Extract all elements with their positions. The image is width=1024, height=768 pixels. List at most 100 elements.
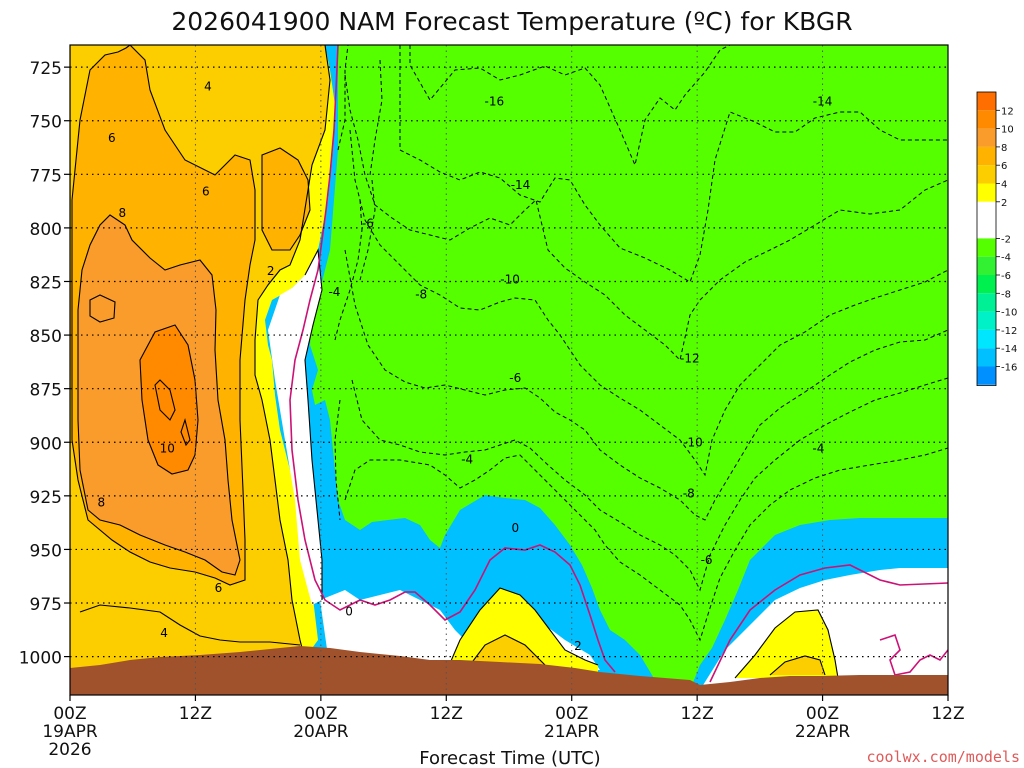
colorbar-label: 6 [1001, 161, 1007, 172]
x-axis-title: Forecast Time (UTC) [419, 748, 600, 768]
colorbar-bin [977, 329, 996, 349]
colorbar-label: -10 [1001, 308, 1017, 319]
fill-8-to-10-patch [90, 295, 115, 322]
contour-label: 6 [215, 581, 223, 595]
colorbar-bin [977, 165, 996, 184]
fill-minus2-to-minus4 [310, 45, 948, 690]
contour-label: -4 [461, 452, 473, 466]
contour-label: 4 [160, 626, 168, 640]
colorbar-frame [976, 91, 997, 387]
y-tick-label: 850 [30, 327, 62, 347]
x-date-label: 20APR [293, 722, 349, 742]
cold-contours [334, 45, 948, 642]
colorbar-bin [977, 128, 996, 147]
contour-label: -12 [680, 352, 700, 366]
colorbar-bin [977, 92, 996, 111]
contour-label: -10 [683, 435, 703, 449]
contour-label: 2 [574, 639, 582, 653]
colorbar-label: -6 [1001, 271, 1011, 282]
colorbar-label: 4 [1001, 180, 1007, 191]
grid [70, 45, 948, 695]
colorbar-bin [977, 348, 996, 367]
contour-label: -14 [813, 94, 833, 108]
colorbar: 12 10 8 6 4 2 -2 -4 -6 -8 -10 -12 -14 -16 [976, 91, 1017, 387]
y-tick-label: 750 [30, 113, 62, 133]
x-date-label: 21APR [544, 722, 600, 742]
colorbar-bin [977, 238, 996, 257]
contour-label: -4 [328, 285, 340, 299]
fill-10-to-12 [140, 325, 198, 474]
contour-label: -6 [362, 217, 374, 231]
colorbar-label: -16 [1001, 363, 1017, 374]
fill-6-to-8-patch [262, 148, 310, 250]
contour-label: 2 [267, 264, 275, 278]
colorbar-label: -8 [1001, 289, 1011, 300]
y-tick-label: 950 [30, 541, 62, 561]
plot-frame [69, 44, 949, 696]
contour-label: -8 [683, 487, 695, 501]
x-year-label: 2026 [48, 740, 91, 760]
terrain-ground [70, 646, 948, 695]
contour-label: 0 [511, 521, 519, 535]
colorbar-bin [977, 201, 996, 239]
y-tick-label: 975 [30, 595, 62, 615]
colorbar-bin [977, 110, 996, 129]
chart-title: 2026041900 NAM Forecast Temperature (ºC)… [171, 7, 852, 36]
contour-label: 0 [345, 605, 353, 619]
y-tick-label: 900 [30, 434, 62, 454]
y-tick-label: 800 [30, 220, 62, 240]
contour-label: 10 [160, 442, 175, 456]
y-axis: 725 750 775 800 825 850 875 900 925 950 975 1000 [19, 59, 70, 669]
colorbar-bin [977, 256, 996, 275]
colorbar-bin [977, 366, 996, 385]
colorbar-label: -4 [1001, 253, 1011, 264]
fill-white-upper-gap [268, 250, 322, 605]
x-tick-label: 00Z [53, 704, 86, 724]
contour-label: -16 [485, 94, 505, 108]
colorbar-bin [977, 146, 996, 166]
colorbar-label: 8 [1001, 143, 1007, 154]
x-tick-label: 12Z [179, 704, 212, 724]
x-tick-label: 12Z [681, 704, 714, 724]
contour-label: 6 [108, 131, 116, 145]
contour-label: -14 [511, 178, 531, 192]
colorbar-label: -12 [1001, 326, 1017, 337]
x-tick-label: 00Z [806, 704, 839, 724]
contour-label: -6 [509, 371, 521, 385]
y-tick-label: 925 [30, 488, 62, 508]
colorbar-label: 10 [1001, 125, 1014, 136]
y-tick-label: 875 [30, 381, 62, 401]
x-date-label: 19APR [42, 722, 98, 742]
contour-label: 8 [98, 495, 106, 509]
colorbar-label: -14 [1001, 344, 1017, 355]
contour-label: -8 [415, 287, 427, 301]
fill-4-to-6-right-patch [770, 656, 825, 675]
colorbar-bin [977, 293, 996, 312]
x-tick-label: 00Z [555, 704, 588, 724]
x-tick-label: 00Z [304, 704, 337, 724]
y-tick-label: 775 [30, 166, 62, 186]
contour-label: 8 [118, 206, 126, 220]
colorbar-bin [977, 275, 996, 294]
x-tick-label: 12Z [931, 704, 964, 724]
contour-label: -6 [701, 553, 713, 567]
colorbar-bin [977, 183, 996, 202]
contour-label: -10 [500, 272, 520, 286]
y-tick-label: 1000 [19, 649, 62, 669]
x-date-label: 22APR [795, 722, 851, 742]
contour-label: -4 [812, 442, 824, 456]
contour-label: 4 [204, 79, 212, 93]
y-tick-label: 825 [30, 273, 62, 293]
y-tick-label: 725 [30, 59, 62, 79]
colorbar-label: 2 [1001, 198, 1007, 209]
contour-labels: 4 6 6 8 2 10 8 6 4 0 -6 -4 -8 -16 -14 -10 -6 -4 0 2 -12 -10 -8… [98, 79, 833, 652]
colorbar-bin [977, 311, 996, 330]
watermark: coolwx.com/models [866, 748, 1020, 766]
plot-area [70, 45, 948, 695]
contour-label: 6 [202, 184, 210, 198]
colorbar-label: -2 [1001, 234, 1011, 245]
x-tick-label: 12Z [430, 704, 463, 724]
colorbar-label: 12 [1001, 106, 1014, 117]
